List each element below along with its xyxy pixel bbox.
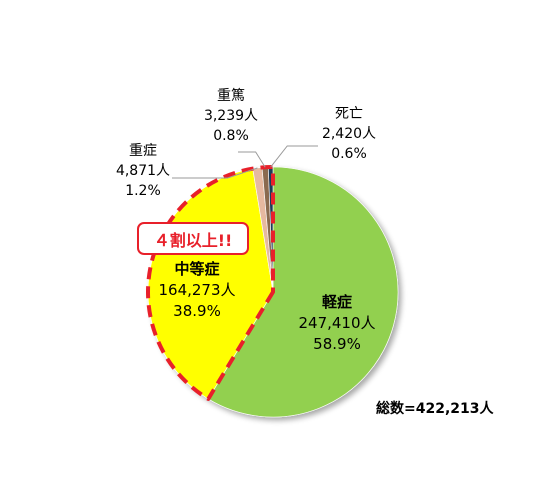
label-critical-name: 重篤: [217, 87, 245, 104]
label-critical-count: 3,239人: [204, 108, 258, 124]
slice-mild: [207, 166, 399, 418]
leader-death: [270, 145, 318, 168]
label-severe-name: 重症: [129, 143, 157, 159]
leader-lines: [172, 145, 318, 179]
leader-severe: [172, 167, 258, 179]
moderate-highlight-outline: [146, 165, 275, 401]
label-moderate-name: 中等症: [174, 260, 219, 278]
label-death-percent: 0.6%: [331, 146, 367, 162]
label-death-count: 2,420人: [322, 126, 376, 142]
leader-critical: [238, 151, 266, 168]
label-severe-percent: 1.2%: [125, 183, 161, 199]
label-mild-name: 軽症: [322, 293, 352, 311]
total-count-label: 総数=422,213人: [376, 401, 494, 417]
label-death-name: 死亡: [335, 106, 363, 122]
label-severe-count: 4,871人: [116, 163, 170, 179]
label-critical-percent: 0.8%: [213, 128, 249, 144]
label-moderate-count: 164,273人: [158, 281, 235, 299]
label-mild-count: 247,410人: [298, 314, 375, 332]
label-mild-percent: 58.9%: [313, 335, 361, 353]
callout-over-40-percent: ４割以上!!: [137, 222, 249, 255]
label-moderate-percent: 38.9%: [173, 302, 221, 320]
